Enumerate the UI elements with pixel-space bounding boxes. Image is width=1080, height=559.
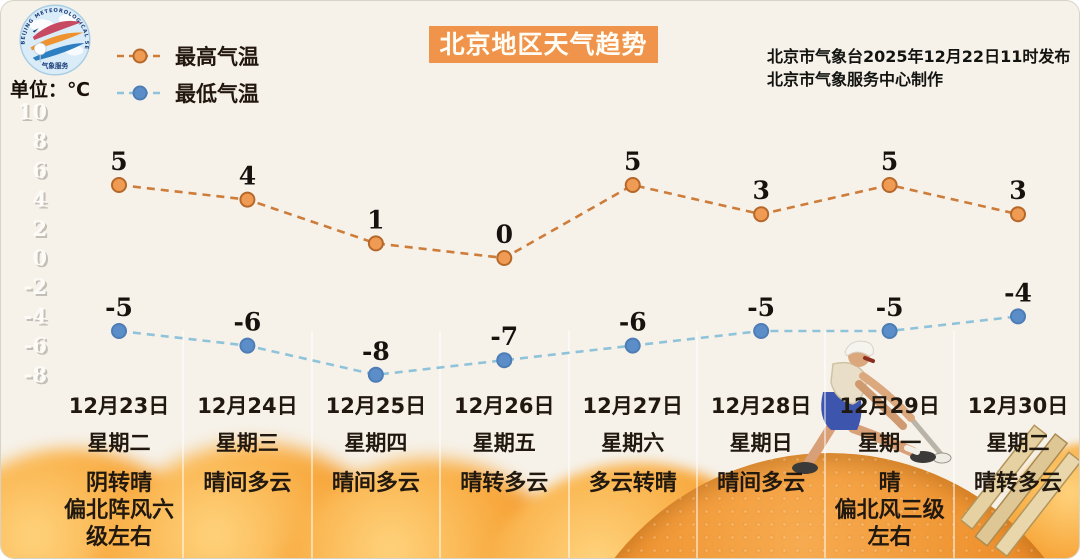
svg-text:-6: -6 xyxy=(26,335,49,360)
weekday-label: 星期五 xyxy=(472,431,536,455)
svg-text:5: 5 xyxy=(881,147,898,176)
svg-text:4: 4 xyxy=(239,162,256,191)
date-label: 12月30日 xyxy=(967,394,1069,418)
svg-text:-5: -5 xyxy=(876,293,904,322)
svg-text:-2: -2 xyxy=(24,274,47,299)
weekday-label: 星期四 xyxy=(344,431,408,455)
weekday-label: 星期二 xyxy=(87,431,151,455)
date-label: 12月25日 xyxy=(325,394,427,418)
svg-text:6: 6 xyxy=(34,159,49,184)
legend-label: 最低气温 xyxy=(175,81,259,106)
weather-label: 晴间多云 xyxy=(717,471,806,496)
weather-label: 阴转晴 偏北阵风六级左右 xyxy=(63,471,174,550)
svg-text:-5: -5 xyxy=(747,293,775,322)
weather-label: 晴转多云 xyxy=(460,471,549,496)
column-separator xyxy=(824,331,827,558)
svg-text:-6: -6 xyxy=(234,308,262,337)
page-title: 北京地区天气趋势 xyxy=(429,26,658,63)
svg-text:1: 1 xyxy=(367,205,384,234)
date-label: 12月23日 xyxy=(68,394,170,418)
day-column: 12月25日 星期四晴间多云 xyxy=(311,393,441,497)
svg-text:-2: -2 xyxy=(26,276,49,301)
svg-text:-7: -7 xyxy=(490,322,518,351)
column-separator xyxy=(952,331,955,558)
weather-label: 晴转多云 xyxy=(973,471,1062,496)
date-label: 12月29日 xyxy=(839,394,940,418)
column-separator xyxy=(695,331,698,558)
column-separator xyxy=(310,331,313,558)
svg-text:2: 2 xyxy=(34,218,49,243)
weekday-label: 星期一 xyxy=(858,431,922,455)
svg-text:10: 10 xyxy=(18,99,47,124)
weather-label: 晴间多云 xyxy=(331,471,420,496)
svg-text:0: 0 xyxy=(496,220,513,249)
svg-text:6: 6 xyxy=(32,157,47,182)
legend-item-low: 最低气温 xyxy=(116,74,259,111)
date-label: 12月27日 xyxy=(582,394,683,418)
day-column: 12月24日 星期三晴间多云 xyxy=(182,393,312,497)
column-separator xyxy=(439,331,442,558)
legend-item-high: 最高气温 xyxy=(116,37,259,74)
svg-text:-4: -4 xyxy=(1004,278,1032,307)
day-column: 12月29日 星期一晴偏北风三级左右 xyxy=(825,393,955,551)
svg-text:10: 10 xyxy=(20,101,49,126)
day-column: 12月27日 星期六多云转晴 xyxy=(568,393,698,497)
date-label: 12月28日 xyxy=(710,394,812,418)
issued-line2: 北京市气象服务中心制作 xyxy=(767,70,944,89)
svg-text:4: 4 xyxy=(34,189,49,214)
beijing-meteorological-service-logo: BEIJING METEOROLOGICAL SERVICE 气象服务 xyxy=(18,3,91,76)
svg-text:2: 2 xyxy=(32,216,47,241)
unit-label: 单位：℃ xyxy=(10,79,91,101)
day-column: 12月23日 星期二阴转晴 偏北阵风六级左右 xyxy=(54,393,184,551)
svg-text:-6: -6 xyxy=(24,333,47,358)
wooden-planks-image xyxy=(961,424,1079,558)
legend: 最高气温 最低气温 xyxy=(116,37,259,111)
svg-text:-5: -5 xyxy=(105,293,133,322)
issued-line1: 北京市气象台2025年12月22日11时发布 xyxy=(767,47,1071,66)
weather-label: 晴偏北风三级左右 xyxy=(834,471,945,550)
column-separator xyxy=(567,331,570,558)
day-column: 12月26日 星期五晴转多云 xyxy=(439,393,569,497)
weather-label: 晴间多云 xyxy=(203,471,292,496)
date-label: 12月26日 xyxy=(454,394,555,418)
date-label: 12月24日 xyxy=(197,394,298,418)
svg-text:气象服务: 气象服务 xyxy=(41,61,69,70)
svg-text:5: 5 xyxy=(110,147,127,176)
svg-text:-8: -8 xyxy=(24,362,47,387)
day-column: 12月30日 星期二晴转多云 xyxy=(953,393,1079,497)
svg-text:5: 5 xyxy=(624,147,641,176)
svg-text:8: 8 xyxy=(34,130,49,155)
day-column: 12月28日 星期日晴间多云 xyxy=(696,393,826,497)
issued-info: 北京市气象台2025年12月22日11时发布 北京市气象服务中心制作 xyxy=(767,45,1070,91)
svg-text:-8: -8 xyxy=(362,337,390,366)
svg-text:-8: -8 xyxy=(26,364,49,389)
svg-text:0: 0 xyxy=(32,245,47,270)
svg-text:-4: -4 xyxy=(26,305,49,330)
svg-text:3: 3 xyxy=(1009,176,1026,205)
svg-text:3: 3 xyxy=(752,176,769,205)
legend-marker-icon xyxy=(117,48,163,63)
weather-label: 多云转晴 xyxy=(588,471,677,496)
weekday-label: 星期六 xyxy=(601,431,665,455)
column-separator xyxy=(182,331,185,558)
svg-text:8: 8 xyxy=(32,128,47,153)
legend-marker-icon xyxy=(117,85,163,100)
weekday-label: 星期日 xyxy=(729,431,793,455)
svg-text:4: 4 xyxy=(32,187,47,212)
legend-label: 最高气温 xyxy=(175,44,259,69)
weekday-label: 星期二 xyxy=(986,431,1050,455)
weekday-label: 星期三 xyxy=(215,431,279,455)
svg-text:-6: -6 xyxy=(619,308,647,337)
svg-text:0: 0 xyxy=(34,247,49,272)
svg-text:-4: -4 xyxy=(24,303,47,328)
